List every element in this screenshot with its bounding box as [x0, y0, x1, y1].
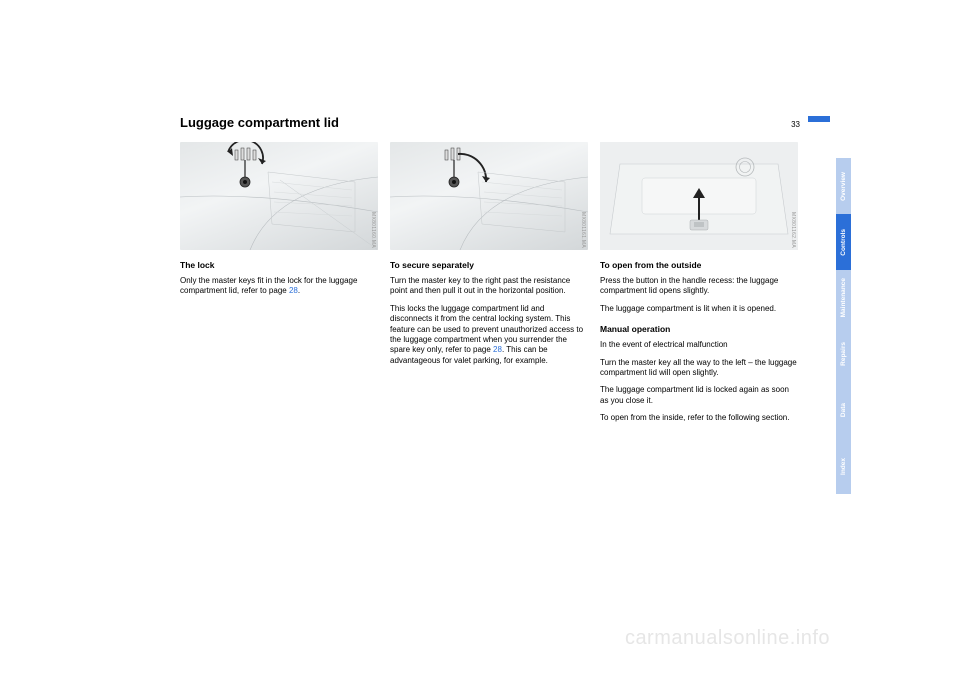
heading-open-outside: To open from the outside	[600, 260, 798, 271]
paragraph: To open from the inside, refer to the fo…	[600, 413, 798, 423]
paragraph: The luggage compartment is lit when it i…	[600, 304, 798, 314]
page-header: Luggage compartment lid 33	[180, 115, 800, 130]
heading-the-lock: The lock	[180, 260, 378, 271]
figure-lock: MX801160.MA	[180, 142, 378, 250]
tab-label: Overview	[840, 172, 847, 201]
text: Only the master keys fit in the lock for…	[180, 276, 357, 295]
paragraph: Turn the master key to the right past th…	[390, 276, 588, 297]
tab-label: Controls	[840, 229, 847, 256]
column-1: MX801160.MA The lock Only the master key…	[180, 142, 378, 431]
heading-manual-operation: Manual operation	[600, 324, 798, 335]
paragraph: Press the button in the handle recess: t…	[600, 276, 798, 297]
tab-index[interactable]: Index	[836, 438, 851, 494]
paragraph: This locks the luggage compartment lid a…	[390, 304, 588, 366]
tab-label: Data	[840, 403, 847, 417]
columns: MX801160.MA The lock Only the master key…	[180, 142, 800, 431]
column-3: MX801162.MA To open from the outside Pre…	[600, 142, 798, 431]
tab-overview[interactable]: Overview	[836, 158, 851, 214]
paragraph: The luggage compartment lid is locked ag…	[600, 385, 798, 406]
figure-secure: MX801161.MA	[390, 142, 588, 250]
figure-code: MX801160.MA	[370, 212, 377, 248]
page-link-28[interactable]: 28	[493, 345, 502, 354]
tab-controls[interactable]: Controls	[836, 214, 851, 270]
side-tabs: Overview Controls Maintenance Repairs Da…	[836, 158, 851, 494]
tab-data[interactable]: Data	[836, 382, 851, 438]
page-title: Luggage compartment lid	[180, 115, 339, 130]
tab-label: Maintenance	[840, 278, 847, 317]
figure-open-outside: MX801162.MA	[600, 142, 798, 250]
figure-code: MX801161.MA	[580, 212, 587, 248]
heading-secure-separately: To secure separately	[390, 260, 588, 271]
page-link-28[interactable]: 28	[289, 286, 298, 295]
page-content: Luggage compartment lid 33	[180, 115, 800, 431]
page-number-accent	[808, 116, 830, 122]
paragraph: Only the master keys fit in the lock for…	[180, 276, 378, 297]
column-2: MX801161.MA To secure separately Turn th…	[390, 142, 588, 431]
paragraph: In the event of electrical malfunction	[600, 340, 798, 350]
tab-repairs[interactable]: Repairs	[836, 326, 851, 382]
figure-code: MX801162.MA	[790, 212, 797, 248]
tab-maintenance[interactable]: Maintenance	[836, 270, 851, 326]
paragraph: Turn the master key all the way to the l…	[600, 358, 798, 379]
tab-label: Repairs	[840, 342, 847, 366]
page-number: 33	[791, 120, 800, 129]
watermark: carmanualsonline.info	[625, 627, 830, 650]
tab-label: Index	[840, 458, 847, 475]
text: This locks the luggage compartment lid a…	[390, 304, 583, 355]
text: .	[298, 286, 300, 295]
